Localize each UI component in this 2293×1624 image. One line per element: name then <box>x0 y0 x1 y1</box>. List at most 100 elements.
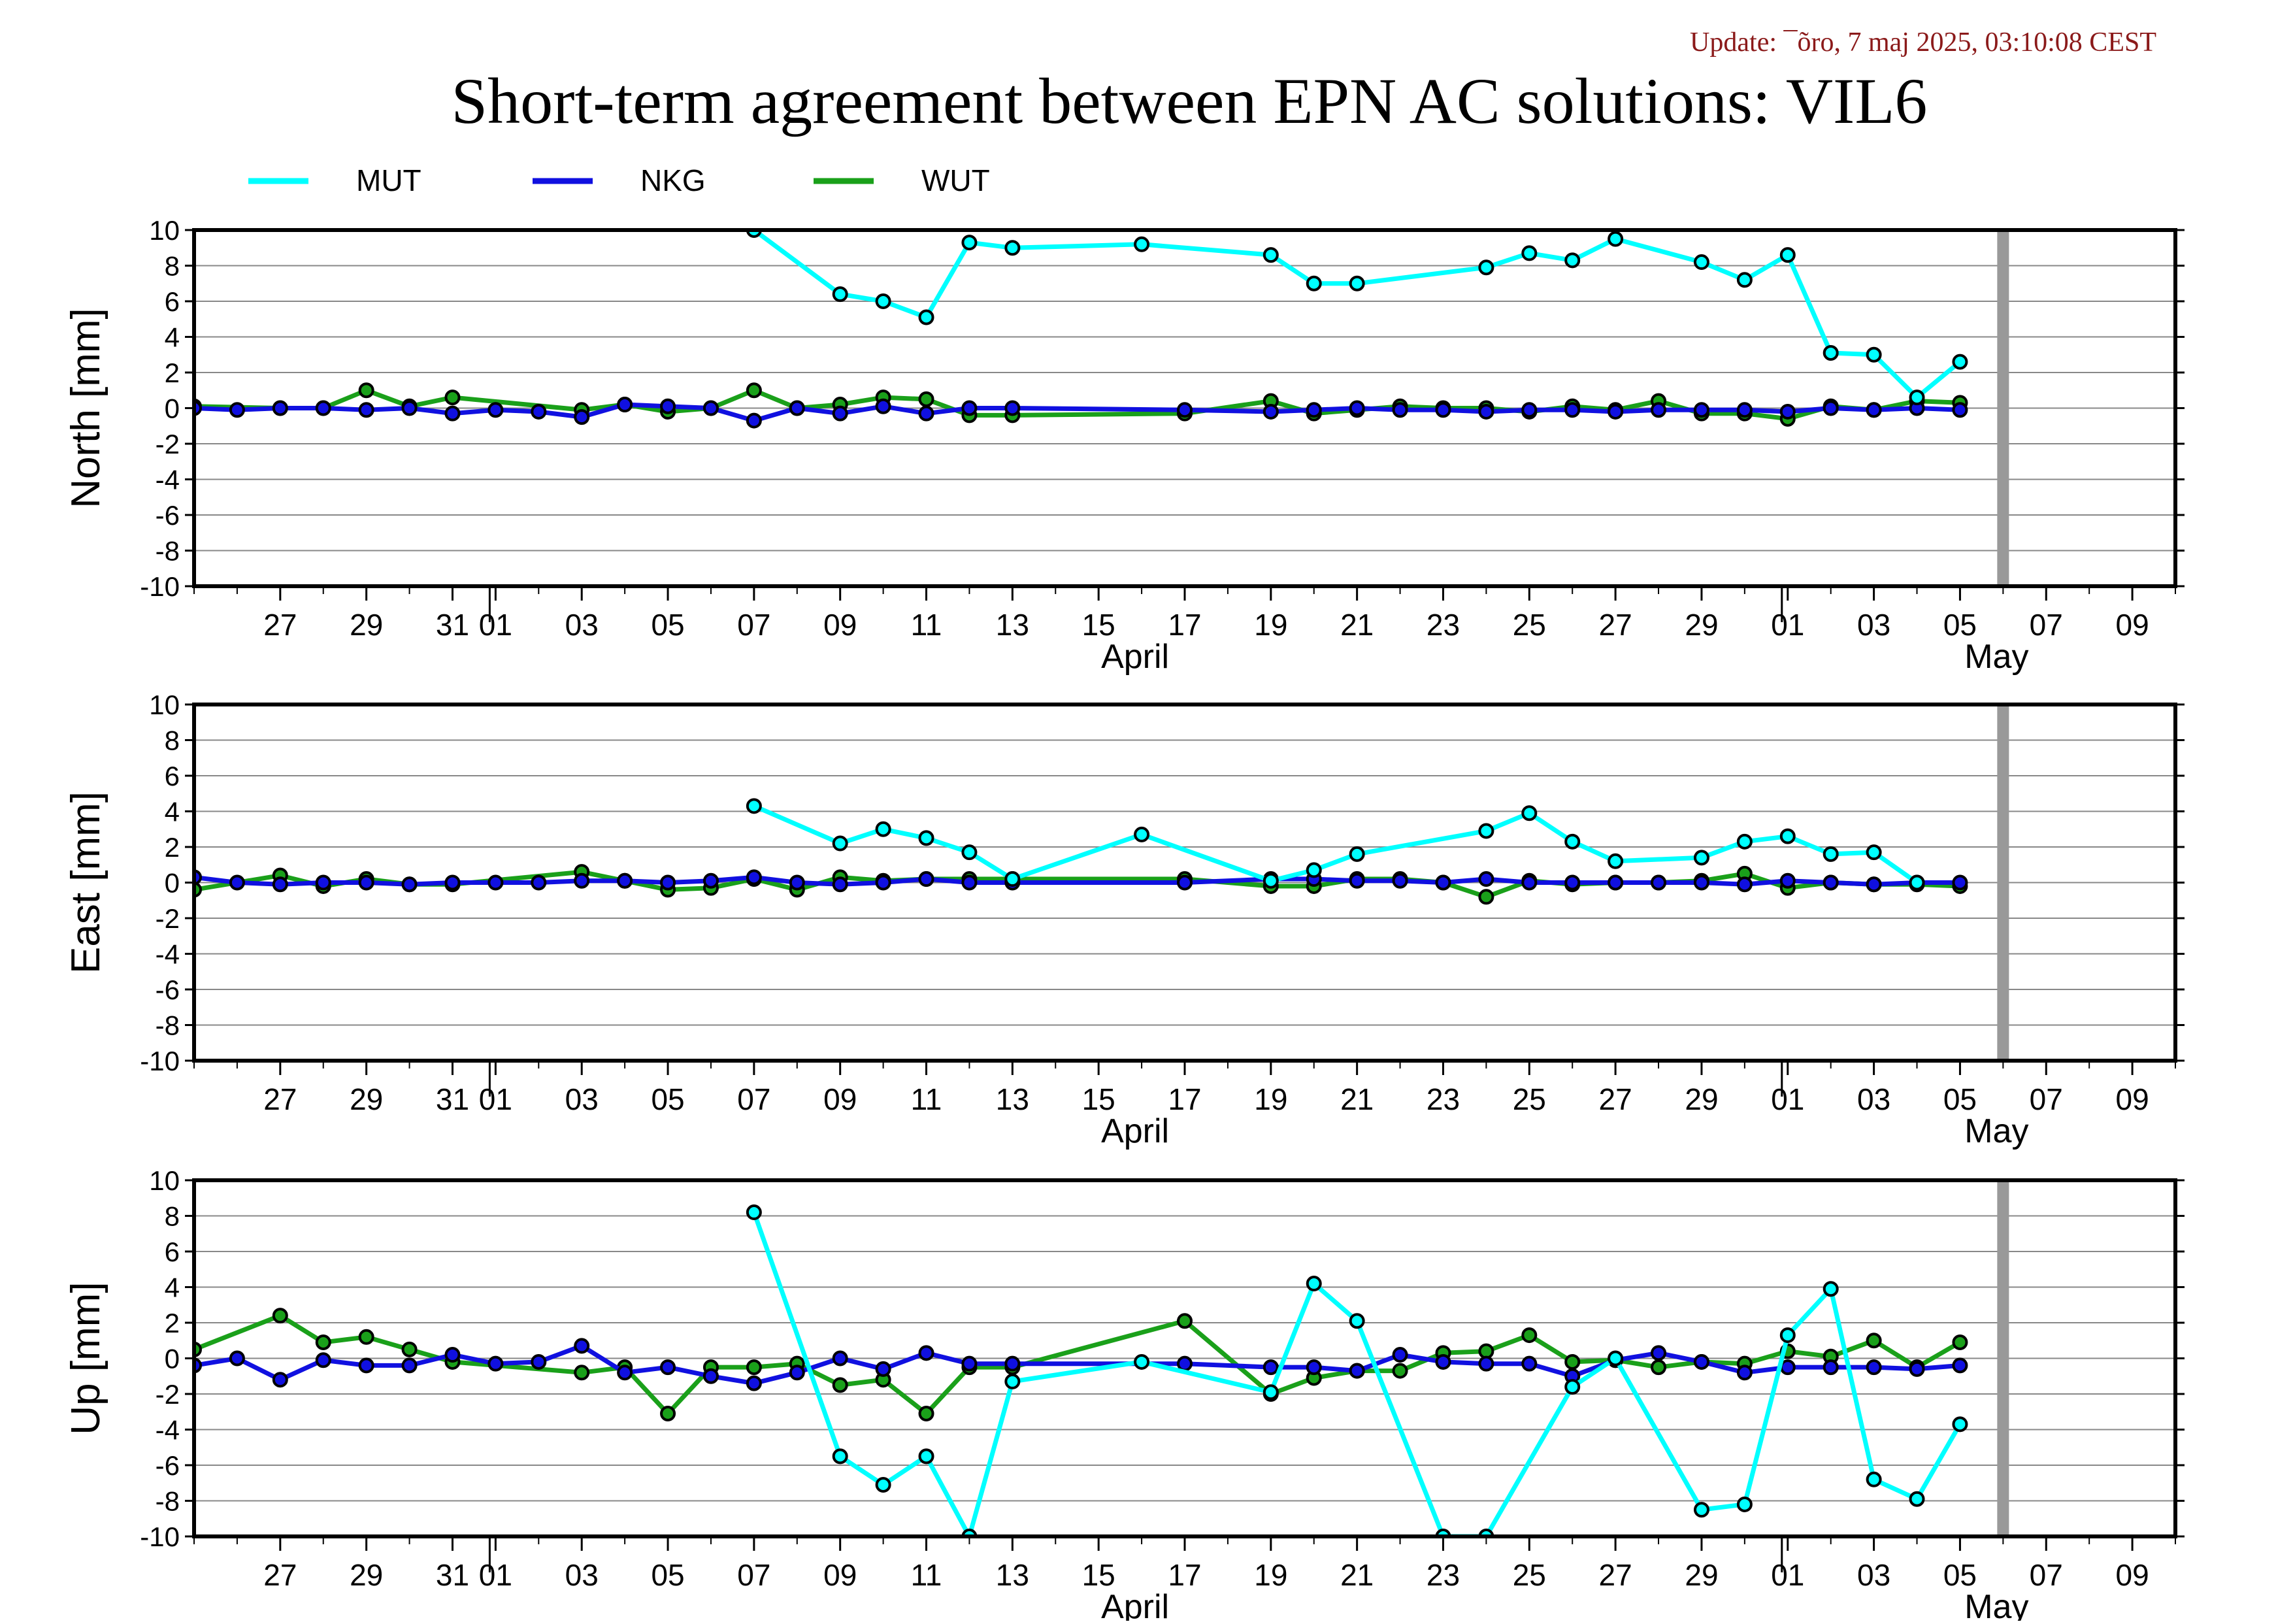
data-point-mut <box>1564 1379 1581 1395</box>
data-point-nkg <box>1564 874 1581 891</box>
panel-east: 10 8 6 4 2 0 -2 -4 -6 -8 -10 27 29 31 01 03 05 07 09 11 13 15… <box>63 689 2185 1150</box>
data-point-nkg <box>1306 402 1322 418</box>
data-point-mut <box>746 1204 762 1221</box>
data-point-nkg <box>401 876 418 893</box>
data-point-mut <box>1004 871 1021 887</box>
y-tick-label: 4 <box>165 1272 180 1303</box>
data-point-nkg <box>1651 402 1667 418</box>
x-tick-label: 23 <box>1427 1082 1460 1116</box>
x-tick-label: 13 <box>996 1082 1029 1116</box>
data-point-wut <box>1564 1353 1581 1370</box>
data-point-nkg <box>1306 1359 1322 1376</box>
data-point-mut <box>1262 872 1279 889</box>
data-point-nkg <box>1779 1359 1796 1376</box>
data-point-nkg <box>1435 874 1451 891</box>
y-axis-label: North [mm] <box>63 308 108 508</box>
data-point-wut <box>1392 1363 1408 1379</box>
data-point-nkg <box>531 874 547 891</box>
data-point-nkg <box>1823 400 1839 416</box>
data-point-nkg <box>1435 1353 1451 1370</box>
data-point-nkg <box>617 1365 633 1381</box>
legend-label-wut: WUT <box>921 163 990 197</box>
data-point-nkg <box>660 874 676 891</box>
data-point-wut <box>918 391 934 407</box>
x-tick-label: 03 <box>565 1082 599 1116</box>
x-tick-label: 21 <box>1340 1082 1374 1116</box>
x-tick-label: 27 <box>1599 1558 1632 1592</box>
data-point-mut <box>1823 846 1839 862</box>
y-tick-label: -10 <box>140 1046 180 1076</box>
data-point-wut <box>358 382 374 399</box>
data-point-mut <box>1736 272 1753 288</box>
y-tick-label: 8 <box>165 1201 180 1232</box>
y-tick-label: 10 <box>149 215 180 246</box>
data-point-nkg <box>1693 1353 1709 1370</box>
x-tick-label: 15 <box>1082 1082 1115 1116</box>
x-tick-label: 25 <box>1513 1558 1546 1592</box>
data-point-mut <box>1349 1313 1365 1329</box>
data-point-mut <box>1349 275 1365 291</box>
data-point-mut <box>1909 1491 1925 1507</box>
y-tick-label: -8 <box>156 536 180 567</box>
data-point-nkg <box>444 405 461 422</box>
y-tick-label: -4 <box>156 939 180 970</box>
series-nkg <box>194 1338 1968 1391</box>
y-tick-label: -2 <box>156 1379 180 1410</box>
y-tick-label: 10 <box>149 1165 180 1196</box>
data-point-nkg <box>918 405 934 422</box>
cutoff-bar <box>1997 230 2009 586</box>
data-point-nkg <box>875 398 891 414</box>
y-tick-label: -8 <box>156 1010 180 1041</box>
data-point-mut <box>1909 389 1925 406</box>
month-label: April <box>1101 1112 1169 1150</box>
data-point-mut <box>832 835 848 852</box>
data-point-mut <box>1306 275 1322 291</box>
data-point-nkg <box>574 1338 590 1354</box>
data-point-nkg <box>918 1345 934 1361</box>
x-tick-label: 03 <box>1857 608 1890 642</box>
x-tick-label: 15 <box>1082 608 1115 642</box>
cutoff-bar <box>1997 1180 2009 1536</box>
data-point-nkg <box>660 1359 676 1376</box>
data-point-nkg <box>1866 1359 1882 1376</box>
data-point-mut <box>1823 345 1839 361</box>
data-point-wut <box>1478 1343 1494 1359</box>
y-tick-label: 6 <box>165 1236 180 1267</box>
series-mut <box>746 229 1968 406</box>
x-tick-label: 27 <box>263 608 297 642</box>
x-tick-label: 19 <box>1254 1558 1287 1592</box>
month-label: May <box>1964 1588 2028 1621</box>
data-point-mut <box>1952 354 1968 370</box>
y-tick-label: 0 <box>165 868 180 899</box>
x-tick-label: 07 <box>737 608 770 642</box>
x-tick-label: 17 <box>1168 1558 1201 1592</box>
x-tick-label: 05 <box>651 1558 684 1592</box>
x-tick-label: 01 <box>479 608 512 642</box>
series-mut <box>746 798 1925 891</box>
x-tick-label: 09 <box>823 1558 857 1592</box>
data-point-wut <box>660 1405 676 1421</box>
data-point-nkg <box>444 874 461 891</box>
x-tick-label: 31 <box>436 1082 469 1116</box>
x-tick-label: 11 <box>911 1082 942 1116</box>
data-point-mut <box>875 293 891 309</box>
y-tick-label: 4 <box>165 797 180 827</box>
data-point-nkg <box>961 1355 978 1372</box>
x-tick-label: 13 <box>996 1558 1029 1592</box>
legend-item-nkg: NKG <box>533 163 706 197</box>
data-point-nkg <box>1866 876 1882 893</box>
cutoff-bar <box>1997 704 2009 1061</box>
y-tick-label: 2 <box>165 1308 180 1338</box>
data-point-mut <box>1779 247 1796 263</box>
data-point-wut <box>401 1341 418 1357</box>
data-point-mut <box>1952 1416 1968 1433</box>
data-point-wut <box>1651 1359 1667 1376</box>
data-point-wut <box>1177 1313 1193 1329</box>
data-point-nkg <box>1952 874 1968 891</box>
data-point-wut <box>358 1329 374 1345</box>
data-point-nkg <box>229 402 245 418</box>
x-tick-label: 11 <box>911 1558 942 1592</box>
x-tick-label: 03 <box>1857 1082 1890 1116</box>
data-point-mut <box>961 844 978 861</box>
data-point-mut <box>1866 346 1882 363</box>
